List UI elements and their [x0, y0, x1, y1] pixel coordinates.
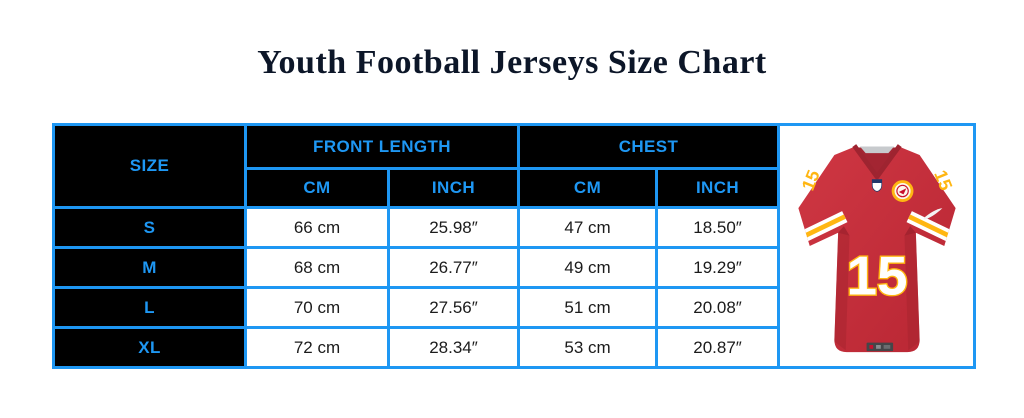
front-length-cm-value: 70 cm: [244, 286, 390, 329]
front-length-cm-value: 72 cm: [244, 326, 390, 369]
table-row: S 66 cm 25.98″ 47 cm 18.50″: [52, 206, 975, 249]
size-row-label: S: [52, 206, 247, 249]
front-length-group-header: FRONT LENGTH: [243, 123, 521, 170]
chest-cm-value: 51 cm: [517, 286, 659, 329]
front-length-inch-value: 25.98″: [386, 206, 521, 249]
chest-inch-value: 19.29″: [655, 246, 781, 289]
chest-cm-value: 49 cm: [517, 246, 659, 289]
chest-cm-value: 53 cm: [517, 326, 659, 369]
jersey-body: [797, 146, 956, 353]
chest-inch-value: 20.87″: [655, 326, 781, 369]
front-length-cm-value: 66 cm: [244, 206, 390, 249]
chest-inch-value: 18.50″: [655, 206, 781, 249]
front-length-cm-value: 68 cm: [244, 246, 390, 289]
table-row: M 68 cm 26.77″ 49 cm 19.29″: [52, 246, 975, 289]
jersey-product-image: 15 15 15: [777, 123, 977, 369]
size-row-label: M: [52, 246, 247, 289]
table-row: L 70 cm 27.56″ 51 cm 20.08″: [52, 286, 975, 329]
size-row-label: XL: [52, 326, 247, 369]
front-length-inch-value: 27.56″: [386, 286, 521, 329]
size-chart-table: SIZE FRONT LENGTH CHEST: [52, 123, 977, 369]
size-column-header: SIZE: [52, 123, 247, 209]
chest-group-header: CHEST: [517, 123, 781, 170]
page-title: Youth Football Jerseys Size Chart: [257, 44, 767, 81]
nike-swoosh-icon: [922, 208, 942, 220]
chest-cm-value: 47 cm: [517, 206, 659, 249]
front-length-cm-header: CM: [244, 167, 390, 209]
front-length-inch-header: INCH: [386, 167, 521, 209]
size-row-label: L: [52, 286, 247, 329]
front-length-inch-value: 28.34″: [386, 326, 521, 369]
chest-inch-value: 20.08″: [655, 286, 781, 329]
chest-inch-header: INCH: [655, 167, 781, 209]
chest-number: 15: [846, 244, 907, 306]
collar: [851, 144, 902, 180]
front-length-inch-value: 26.77″: [386, 246, 521, 289]
table-row: XL 72 cm 28.34″ 53 cm 20.87″: [52, 326, 975, 369]
jersey-illustration: 15 15 15: [797, 144, 956, 353]
nfl-shield-icon: [871, 179, 882, 192]
jock-tag: [866, 342, 893, 352]
team-patch-icon: [891, 180, 913, 202]
chest-cm-header: CM: [517, 167, 659, 209]
